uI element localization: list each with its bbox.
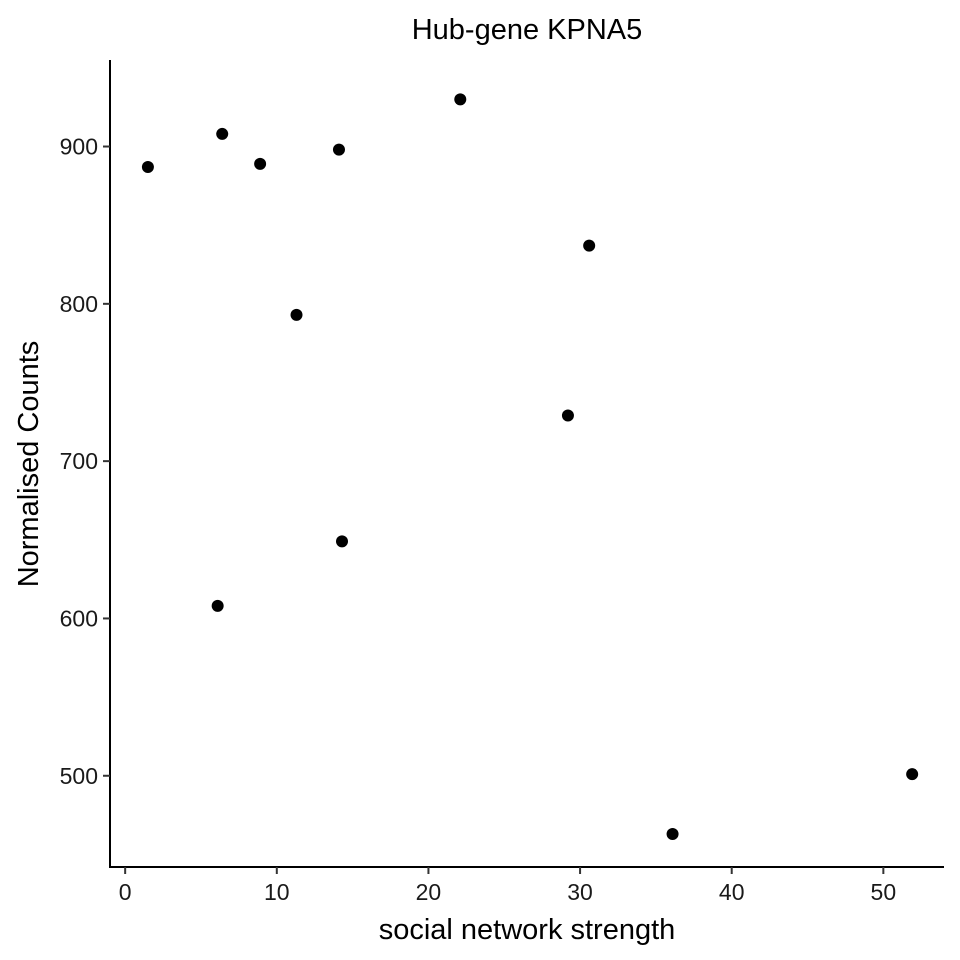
data-point	[906, 768, 919, 781]
y-axis: 500 600 700 800 900	[60, 60, 111, 868]
data-point	[216, 127, 229, 140]
data-point	[583, 239, 596, 252]
x-tick-label: 10	[264, 879, 290, 905]
data-point	[561, 409, 574, 422]
y-tick-label: 600	[60, 605, 98, 631]
x-tick-label: 20	[416, 879, 442, 905]
x-tick-label: 30	[567, 879, 593, 905]
data-point	[141, 160, 154, 173]
y-tick-label: 800	[60, 291, 98, 317]
x-axis: 0 10 20 30 40 50	[109, 866, 944, 905]
chart-title: Hub-gene KPNA5	[412, 14, 643, 46]
data-point	[336, 535, 349, 548]
y-tick-label: 700	[60, 448, 98, 474]
x-tick-label: 50	[871, 879, 897, 905]
data-points	[141, 93, 919, 840]
data-point	[332, 143, 345, 156]
data-point	[454, 93, 467, 106]
y-tick-label: 500	[60, 763, 98, 789]
data-point	[290, 308, 303, 321]
y-axis-label: Normalised Counts	[13, 341, 45, 588]
y-tick-label: 900	[60, 134, 98, 160]
data-point	[666, 827, 679, 840]
x-axis-label: social network strength	[379, 914, 676, 946]
data-point	[211, 599, 224, 612]
x-tick-label: 40	[719, 879, 745, 905]
x-tick-label: 0	[119, 879, 132, 905]
data-point	[254, 157, 267, 170]
